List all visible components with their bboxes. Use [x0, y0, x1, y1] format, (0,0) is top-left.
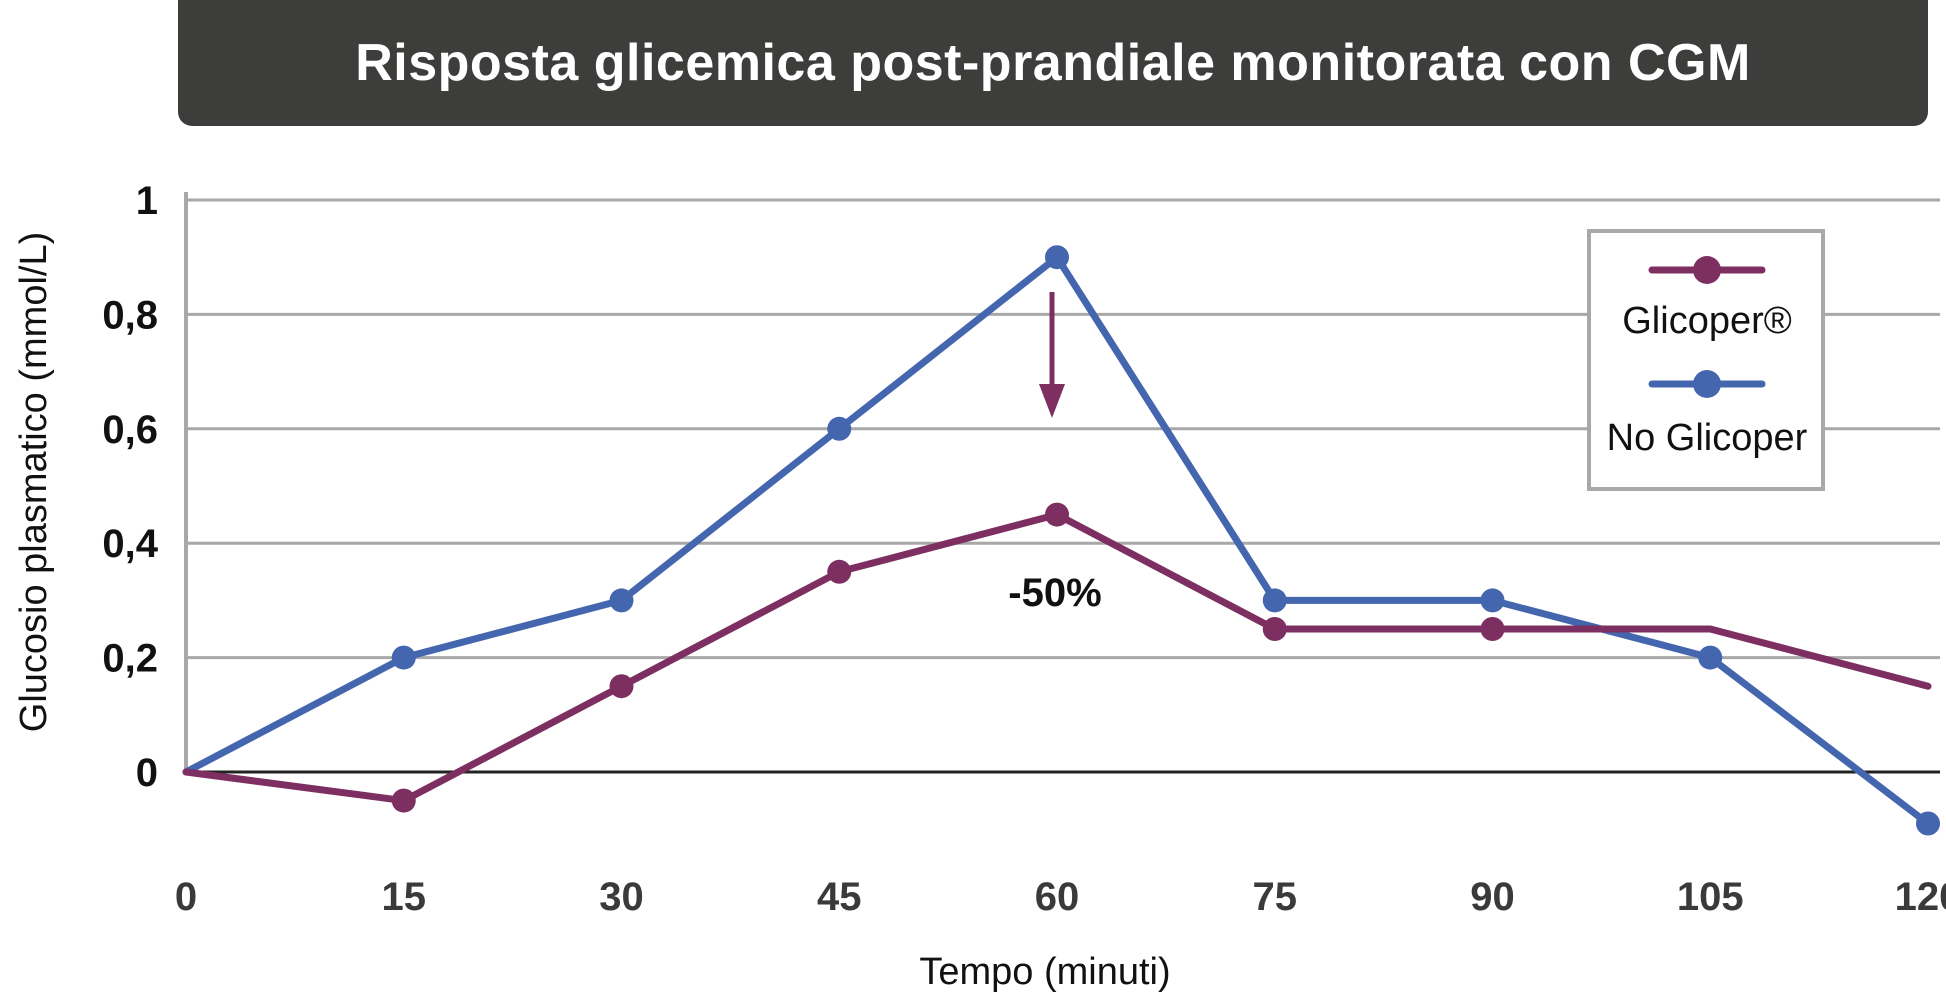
data-point	[1698, 645, 1723, 670]
data-point	[391, 788, 416, 813]
data-point	[1480, 617, 1505, 641]
data-point	[609, 674, 634, 699]
chart-title: Risposta glicemica post-prandiale monito…	[355, 34, 1751, 92]
x-tick-label: 45	[817, 875, 862, 919]
data-point	[1045, 502, 1069, 527]
legend-label: Glicoper®	[1622, 300, 1792, 342]
data-point	[609, 588, 634, 613]
x-tick-label: 105	[1677, 875, 1744, 919]
y-tick-label: 0,4	[102, 522, 158, 566]
series-group	[182, 245, 1940, 836]
data-point	[827, 559, 852, 584]
annotation-group: -50%	[1008, 292, 1102, 615]
x-tick-label: 30	[599, 875, 644, 919]
data-point	[1262, 588, 1287, 613]
y-tick-label: 0	[136, 751, 158, 795]
x-tick-label: 75	[1253, 875, 1298, 919]
data-point	[391, 645, 416, 670]
data-point	[1045, 245, 1069, 270]
legend: Glicoper® No Glicoper	[1587, 229, 1825, 491]
x-tick-label: 0	[175, 875, 197, 919]
y-tick-label: 0,2	[102, 637, 158, 681]
y-tick-label: 0,6	[102, 408, 158, 452]
chart-title-bar: Risposta glicemica post-prandiale monito…	[178, 0, 1928, 126]
x-tick-labels: 0 15 30 45 60 75 90 105 120	[175, 875, 1946, 919]
x-tick-label: 120	[1895, 875, 1946, 919]
x-tick-label: 15	[382, 875, 427, 919]
y-tick-labels: 0 0,2 0,4 0,6 0,8 1	[102, 179, 158, 795]
annotation-label: -50%	[1008, 571, 1101, 615]
legend-swatch-marker	[1693, 370, 1721, 398]
y-axis-label: Glucosio plasmatico (mmol/L)	[13, 232, 55, 732]
legend-label: No Glicoper	[1607, 417, 1808, 459]
data-point	[1916, 811, 1940, 836]
data-point	[827, 416, 852, 441]
annotation-arrow-head	[1039, 384, 1065, 418]
legend-swatch-marker	[1693, 256, 1721, 284]
x-axis-label: Tempo (minuti)	[919, 951, 1170, 993]
x-tick-label: 90	[1470, 875, 1515, 919]
data-point	[1262, 617, 1287, 641]
axes	[184, 192, 1940, 774]
x-tick-label: 60	[1035, 875, 1080, 919]
y-tick-label: 1	[136, 179, 158, 223]
y-tick-label: 0,8	[102, 293, 158, 337]
data-point	[1480, 588, 1505, 613]
